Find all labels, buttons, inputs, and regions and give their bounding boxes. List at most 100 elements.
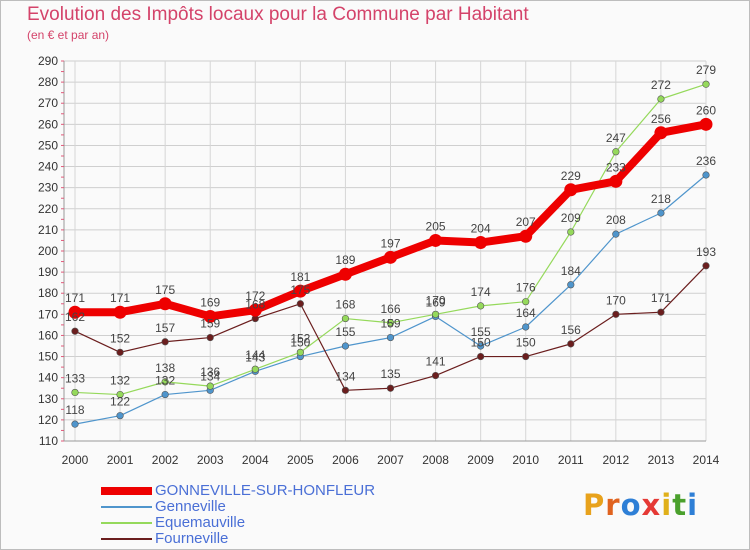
- data-label-gonneville-sur-honfleur: 233: [606, 160, 626, 174]
- data-point-gonneville-sur-honfleur: [158, 297, 172, 311]
- x-tick-label: 2006: [332, 453, 359, 467]
- y-tick-label: 210: [38, 223, 58, 237]
- data-label-genneville: 132: [155, 374, 175, 388]
- data-label-equemauville: 209: [561, 211, 581, 225]
- x-tick-label: 2008: [422, 453, 449, 467]
- data-point-equemauville: [702, 80, 710, 88]
- data-label-equemauville: 152: [290, 331, 310, 345]
- data-point-equemauville: [612, 148, 620, 156]
- logo-letter: o: [620, 488, 642, 522]
- data-label-genneville: 159: [380, 317, 400, 331]
- legend-label: Equemauville: [155, 514, 246, 531]
- data-point-fourneville: [657, 308, 665, 316]
- data-point-genneville: [341, 342, 350, 350]
- data-point-gonneville-sur-honfleur: [429, 233, 443, 247]
- data-label-gonneville-sur-honfleur: 256: [651, 112, 671, 126]
- data-point-equemauville: [206, 382, 214, 390]
- data-label-gonneville-sur-honfleur: 260: [696, 103, 716, 117]
- data-point-genneville: [567, 281, 575, 289]
- logo-letter: i: [687, 488, 699, 522]
- logo-letter: i: [661, 488, 673, 522]
- data-label-genneville: 184: [561, 264, 581, 278]
- data-label-genneville: 155: [471, 325, 491, 339]
- logo-letter: t: [672, 488, 688, 522]
- x-tick-label: 2011: [558, 453, 584, 467]
- data-point-fourneville: [612, 310, 620, 318]
- data-point-equemauville: [386, 319, 395, 327]
- x-tick-label: 2003: [197, 453, 224, 467]
- data-label-gonneville-sur-honfleur: 207: [516, 215, 536, 229]
- legend-label: Genneville: [155, 498, 226, 515]
- data-point-fourneville: [116, 348, 124, 356]
- data-point-gonneville-sur-honfleur: [699, 117, 713, 131]
- legend-swatch: [101, 487, 152, 495]
- data-point-fourneville: [431, 371, 440, 380]
- y-tick-label: 120: [38, 413, 58, 427]
- data-label-fourneville: 171: [651, 291, 671, 305]
- data-label-equemauville: 247: [606, 131, 626, 145]
- data-label-gonneville-sur-honfleur: 172: [245, 289, 265, 303]
- data-label-fourneville: 150: [471, 336, 491, 350]
- data-label-genneville: 118: [65, 403, 84, 417]
- data-label-equemauville: 144: [245, 348, 265, 362]
- data-point-equemauville: [161, 378, 169, 386]
- data-point-equemauville: [71, 388, 79, 397]
- x-tick-label: 2012: [603, 453, 630, 467]
- y-tick-label: 200: [38, 244, 58, 258]
- data-label-equemauville: 176: [516, 281, 536, 295]
- y-tick-label: 260: [38, 117, 58, 131]
- y-tick-label: 150: [38, 350, 58, 364]
- data-label-genneville: 218: [651, 192, 671, 206]
- data-label-equemauville: 136: [200, 365, 220, 379]
- data-point-genneville: [161, 390, 169, 399]
- logo-letter: x: [641, 488, 662, 522]
- data-label-fourneville: 175: [290, 283, 310, 297]
- data-label-fourneville: 159: [200, 317, 220, 331]
- data-point-equemauville: [522, 298, 530, 306]
- y-tick-label: 290: [38, 54, 58, 68]
- chart-subtitle: (en € et par an): [27, 28, 110, 42]
- data-point-fourneville: [161, 338, 169, 346]
- data-label-gonneville-sur-honfleur: 204: [471, 222, 491, 236]
- data-label-fourneville: 152: [110, 331, 130, 345]
- data-label-equemauville: 272: [651, 78, 671, 92]
- y-tick-label: 280: [38, 75, 58, 89]
- data-point-genneville: [71, 420, 79, 428]
- data-label-genneville: 155: [335, 325, 355, 339]
- y-tick-label: 250: [38, 138, 58, 152]
- data-label-fourneville: 170: [606, 293, 626, 307]
- data-label-equemauville: 170: [426, 293, 446, 307]
- data-point-equemauville: [251, 365, 259, 373]
- data-label-fourneville: 156: [561, 323, 581, 337]
- data-label-equemauville: 133: [65, 371, 85, 385]
- data-label-fourneville: 135: [380, 367, 400, 381]
- data-point-fourneville: [567, 340, 575, 348]
- data-point-equemauville: [477, 302, 485, 310]
- data-label-fourneville: 168: [245, 298, 265, 312]
- data-point-gonneville-sur-honfleur: [519, 229, 533, 243]
- data-point-gonneville-sur-honfleur: [293, 284, 307, 298]
- y-tick-label: 220: [38, 202, 58, 216]
- data-label-equemauville: 279: [696, 63, 716, 77]
- x-tick-label: 2005: [287, 453, 314, 467]
- y-tick-label: 170: [38, 307, 58, 321]
- legend-swatch: [101, 538, 152, 540]
- x-tick-label: 2004: [242, 453, 269, 467]
- data-label-genneville: 164: [516, 306, 536, 320]
- data-point-gonneville-sur-honfleur: [474, 236, 488, 250]
- data-point-gonneville-sur-honfleur: [609, 174, 623, 188]
- data-point-gonneville-sur-honfleur: [113, 305, 127, 319]
- data-label-gonneville-sur-honfleur: 181: [290, 270, 310, 284]
- y-tick-label: 160: [38, 328, 58, 342]
- data-point-fourneville: [296, 300, 304, 308]
- data-label-equemauville: 168: [335, 298, 355, 312]
- data-point-genneville: [522, 323, 530, 331]
- y-tick-label: 110: [39, 434, 58, 448]
- data-label-equemauville: 174: [471, 285, 491, 299]
- y-tick-label: 180: [38, 286, 58, 300]
- data-label-gonneville-sur-honfleur: 171: [110, 291, 130, 305]
- data-label-fourneville: 157: [155, 321, 175, 335]
- data-point-gonneville-sur-honfleur: [203, 309, 217, 323]
- data-label-fourneville: 162: [65, 310, 85, 324]
